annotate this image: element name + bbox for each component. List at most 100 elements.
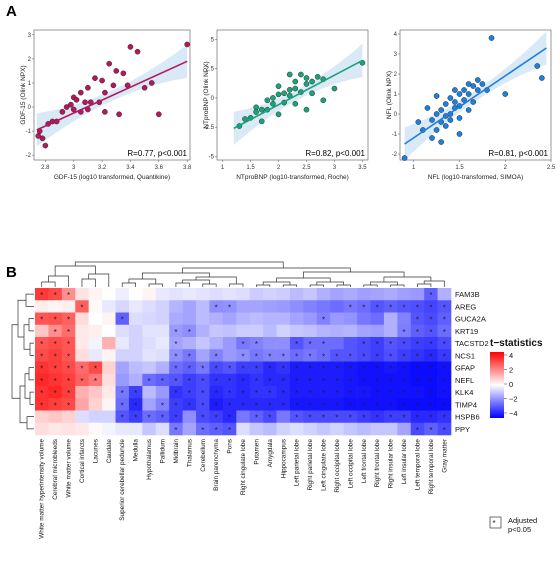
scatter-point [39, 135, 46, 142]
heatmap-cell [330, 349, 344, 362]
y-tick-label: -1 [392, 132, 398, 138]
significance-star: * [268, 401, 271, 410]
heatmap-cell [383, 386, 398, 399]
significance-star: * [429, 352, 432, 361]
scatter-point [298, 71, 304, 78]
heatmap-cell [75, 288, 89, 301]
scatter-point [303, 75, 310, 81]
heatmap-cell [169, 386, 183, 399]
heatmap-cell [128, 398, 143, 411]
significance-star: * [376, 389, 379, 398]
significance-star: * [389, 401, 392, 410]
significance-star: * [174, 328, 177, 337]
significance-star: * [268, 414, 271, 423]
heatmap-cell [209, 324, 224, 338]
column-label: Left insular lobe [401, 439, 408, 485]
column-label: Medulla [133, 439, 140, 462]
significance-star: * [201, 426, 204, 435]
significance-star: * [335, 365, 338, 374]
legend-star-box [489, 516, 502, 529]
heatmap-cell [263, 300, 277, 313]
heatmap-cell [75, 398, 89, 411]
heatmap-cell [48, 312, 63, 326]
heatmap-cell [330, 312, 344, 326]
significance-star: * [429, 328, 432, 337]
heatmap-cell [397, 373, 412, 387]
heatmap-cell [289, 422, 304, 436]
heatmap-cell [249, 386, 264, 399]
significance-star: * [54, 352, 57, 361]
y-tick-label: 1 [28, 81, 32, 87]
heatmap-cell [75, 386, 89, 399]
significance-star: * [322, 316, 325, 325]
scatter-point [320, 97, 327, 104]
heatmap-cell [155, 373, 170, 387]
row-label: HSPB6 [455, 413, 480, 422]
significance-star: * [174, 352, 177, 361]
heatmap-cell [397, 324, 412, 338]
heatmap-cell [222, 373, 237, 387]
heatmap-cell [303, 312, 318, 326]
correlation-annotation: R=0.82, p<0.001 [305, 149, 365, 158]
heatmap-cell [142, 361, 157, 375]
heatmap-cell [61, 337, 76, 350]
heatmap-cell [289, 349, 304, 362]
heatmap-cell [303, 361, 318, 375]
heatmap-cell [222, 410, 237, 424]
heatmap-cell [397, 312, 412, 326]
heatmap-cell [209, 361, 224, 375]
scatter-point [106, 60, 112, 67]
significance-star: * [322, 340, 325, 349]
heatmap-cell [383, 349, 398, 362]
y-axis-label: GDF-15 (Olink NPX) [20, 65, 27, 124]
regression-line [404, 47, 547, 145]
heatmap-cell [236, 361, 251, 375]
heatmap-cell [383, 288, 398, 301]
significance-star: * [228, 365, 231, 374]
heatmap-cell [397, 361, 412, 375]
scatter-point [113, 68, 120, 74]
heatmap-cell [35, 324, 49, 338]
significance-star: * [67, 389, 70, 398]
heatmap-cell [209, 288, 224, 301]
heatmap-cell [102, 422, 116, 436]
scatter-point [253, 104, 259, 111]
significance-star: * [255, 389, 258, 398]
scatter-point [433, 111, 440, 117]
significance-star: * [94, 365, 97, 374]
dendrogram-branch [11, 324, 20, 399]
x-tick-label: 2 [504, 165, 508, 171]
scatter-point [68, 101, 74, 108]
heatmap-cell [128, 361, 143, 375]
heatmap-cell [209, 422, 224, 436]
dendrogram-branch [195, 276, 237, 284]
scatter-point [314, 74, 321, 80]
scatter-point [470, 99, 477, 105]
significance-star: * [94, 377, 97, 386]
heatmap-cell [316, 361, 331, 375]
significance-star: * [121, 316, 124, 325]
heatmap-cell [102, 300, 116, 313]
significance-star: * [335, 389, 338, 398]
heatmap-cell [209, 312, 224, 326]
heatmap-cell [88, 361, 103, 375]
significance-star: * [389, 389, 392, 398]
scatter-point [456, 131, 463, 137]
scatter-point [82, 99, 88, 106]
heatmap-cell [343, 410, 358, 424]
heatmap-cell [48, 398, 63, 411]
scatter-point [85, 84, 91, 91]
significance-star: * [255, 352, 258, 361]
heatmap-cell [102, 386, 116, 399]
scatter-point [155, 111, 162, 118]
heatmap-cell [35, 386, 49, 399]
scatter-plot-nfl: 1 1.5 2 2.5 -2 -1 0 1 2 3 4 NFL (log10-transformed,… [386, 29, 556, 181]
column-label: Thalamus [186, 439, 193, 467]
dendrogram-branch [29, 391, 34, 405]
heatmap-cell [289, 324, 304, 338]
significance-star: * [322, 389, 325, 398]
significance-star: * [188, 389, 191, 398]
heatmap-cell [397, 288, 412, 301]
significance-star: * [376, 340, 379, 349]
heatmap-cell [196, 300, 210, 313]
